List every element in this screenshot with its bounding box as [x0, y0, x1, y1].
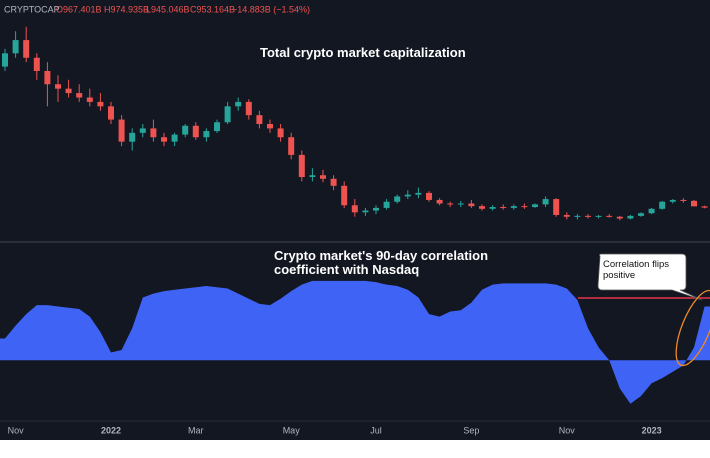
candle-body — [203, 131, 210, 138]
x-tick-label: May — [283, 425, 301, 435]
candle-body — [129, 132, 136, 142]
candle-body — [224, 106, 231, 123]
correlation-area — [0, 280, 710, 404]
candle-body — [23, 40, 30, 58]
candle-body — [55, 84, 61, 89]
candle-body — [680, 199, 687, 201]
candle-body — [616, 216, 623, 219]
ohlc-high: H974.935B — [104, 4, 149, 14]
candle-body — [648, 208, 655, 214]
candle-body — [97, 101, 104, 107]
candle-body — [383, 201, 390, 208]
candle-body — [2, 53, 8, 67]
ohlc-open: O967.401B — [56, 4, 102, 14]
candle-body — [415, 192, 422, 195]
candle-body — [669, 199, 676, 202]
candle-body — [44, 71, 51, 85]
callout-box — [597, 253, 703, 301]
candle-body — [33, 57, 40, 71]
chart-title: Crypto market's 90-day correlation coeff… — [274, 248, 489, 277]
candle-body — [108, 106, 114, 120]
candle-body — [532, 204, 538, 208]
candle-body — [139, 128, 146, 133]
candle-body — [510, 206, 517, 208]
candle-body — [267, 124, 273, 129]
candle-body — [426, 192, 432, 200]
candle-body — [691, 200, 697, 207]
symbol: CRYPTOCAP — [4, 4, 60, 14]
candle-body — [373, 207, 379, 211]
x-tick-label: 2022 — [101, 425, 121, 435]
candle-body — [298, 154, 305, 177]
ohlc-low: L945.046B — [146, 4, 190, 14]
candle-body — [192, 125, 199, 138]
candle-body — [86, 97, 93, 102]
candle-body — [457, 203, 464, 205]
background — [0, 0, 710, 440]
candle-body — [479, 206, 485, 209]
candle-body — [542, 199, 549, 205]
candle-body — [659, 201, 666, 209]
candle-body — [595, 215, 602, 217]
candle-body — [309, 175, 316, 177]
x-tick-label: Nov — [8, 425, 25, 435]
candle-body — [585, 215, 591, 217]
candle-body — [277, 128, 284, 138]
candle-body — [182, 125, 189, 135]
candle-body — [256, 115, 263, 124]
chart-title: Total crypto market capitalization — [260, 45, 466, 60]
candle-body — [161, 137, 167, 142]
candle-body — [447, 203, 454, 205]
candle-body — [76, 93, 83, 98]
ohlc-change: −14.883B (−1.54%) — [232, 4, 310, 14]
candle-body — [404, 194, 411, 197]
highlight-ellipse — [675, 289, 710, 367]
candle-body — [288, 137, 295, 155]
candle-body — [118, 119, 125, 142]
candle-body — [574, 215, 581, 217]
x-tick-label: Sep — [463, 425, 479, 435]
annotation: Correlation flips positive — [603, 259, 669, 281]
candle-body — [351, 205, 358, 213]
x-tick-label: Nov — [559, 425, 576, 435]
candle-body — [341, 185, 348, 206]
candle-body — [489, 207, 496, 209]
candle-body — [171, 134, 178, 142]
candle-body — [701, 206, 708, 208]
candle-body — [521, 206, 528, 208]
candle-body — [150, 128, 157, 138]
candle-body — [394, 196, 401, 202]
x-tick-label: 2023 — [642, 425, 662, 435]
candle-body — [627, 215, 634, 219]
candle-body — [65, 88, 72, 94]
x-tick-label: Mar — [188, 425, 204, 435]
candle-body — [606, 215, 613, 217]
x-tick-label: Jul — [370, 425, 382, 435]
candle-body — [235, 101, 242, 107]
candle-body — [500, 207, 507, 209]
candle-body — [330, 178, 337, 186]
candle-body — [362, 210, 369, 213]
candle-body — [563, 214, 570, 217]
candle-body — [436, 199, 443, 204]
marks — [0, 26, 710, 404]
ohlc-close: C953.164B — [190, 4, 235, 14]
candle-body — [638, 213, 644, 216]
candle-body — [245, 101, 252, 116]
candle-body — [320, 175, 326, 179]
candle-body — [468, 203, 475, 207]
candle-body — [553, 199, 560, 215]
candle-body — [12, 40, 19, 54]
candle-body — [214, 122, 220, 132]
